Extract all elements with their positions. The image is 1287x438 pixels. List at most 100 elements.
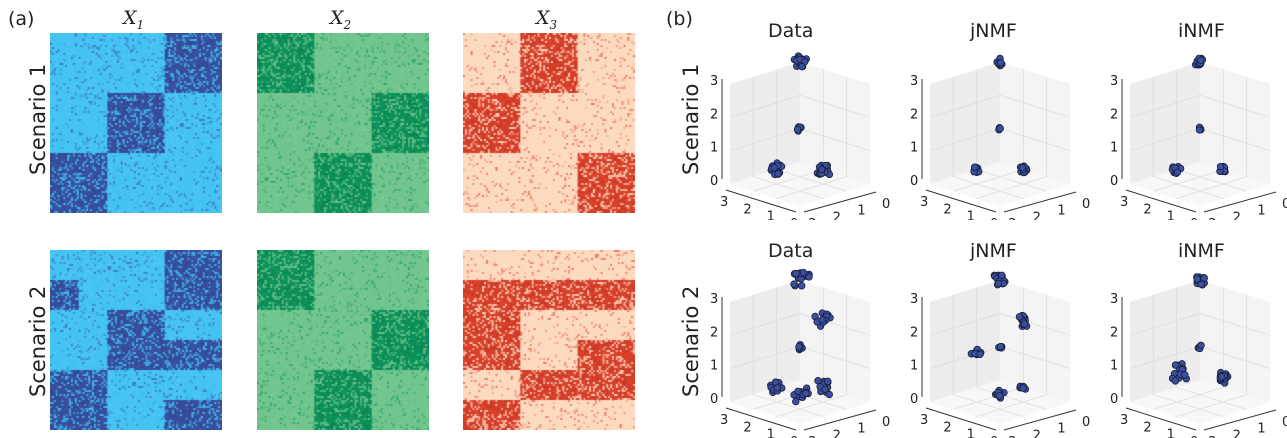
x-tick-label: 0 — [1282, 197, 1287, 212]
x-tick-label: 3 — [808, 217, 816, 220]
z-tick-label: 1 — [710, 359, 718, 374]
y-tick-label: 1 — [1167, 428, 1175, 438]
x-tick-label: 0 — [1082, 197, 1090, 212]
scatter3d-data-scenario-1: 012332103210 — [710, 52, 890, 220]
z-tick-label: 3 — [1110, 292, 1118, 307]
gridline — [929, 312, 1001, 336]
y-tick-label: 3 — [720, 413, 728, 428]
y-tick-label: 3 — [920, 195, 928, 210]
y-tick-label: 3 — [1120, 413, 1128, 428]
z-tick-label: 1 — [1110, 141, 1118, 156]
gridline — [776, 394, 847, 418]
gridline — [1199, 128, 1271, 152]
pane-floor — [930, 162, 1070, 206]
gridline — [953, 386, 1024, 410]
x-tick-label: 1 — [857, 422, 865, 437]
pane-right — [1000, 280, 1070, 402]
data-point — [794, 387, 802, 396]
gridline — [1176, 168, 1247, 192]
heatmap-x2-scenario-2 — [257, 250, 429, 430]
z-tick-label: 1 — [910, 359, 918, 374]
gridline — [1199, 312, 1271, 336]
row-label-scenario-2-b: Scenario 2 — [679, 285, 703, 397]
data-point — [790, 280, 798, 288]
y-axis — [925, 189, 997, 213]
z-tick-label: 3 — [1110, 74, 1118, 89]
data-point — [1173, 168, 1182, 176]
gridline — [999, 128, 1071, 152]
scatter-title-inmf-2: iNMF — [1178, 240, 1225, 262]
data-point — [1193, 275, 1201, 283]
x-tick-label: 2 — [833, 428, 841, 438]
heatmap-x1-scenario-1 — [50, 33, 222, 213]
scatter-title-jnmf-2: jNMF — [970, 240, 1017, 262]
data-point — [824, 377, 832, 386]
matrix-title-x3: X3 — [536, 7, 558, 32]
y-tick-label: 2 — [1143, 202, 1151, 217]
z-tick-label: 3 — [910, 74, 918, 89]
x-axis — [803, 409, 877, 431]
data-point — [792, 397, 800, 406]
x-axis — [803, 191, 877, 213]
x-tick-label: 0 — [1282, 415, 1287, 430]
gridline — [1176, 394, 1247, 418]
z-tick-label: 2 — [710, 107, 718, 122]
y-tick-label: 3 — [720, 195, 728, 210]
gridline — [999, 346, 1071, 370]
y-axis — [1125, 407, 1197, 431]
data-point — [976, 350, 984, 358]
z-tick-label: 2 — [710, 325, 718, 340]
panel-b-label: (b) — [666, 8, 693, 30]
y-tick-label: 1 — [767, 210, 775, 220]
gridline — [799, 346, 871, 370]
gridline — [953, 394, 1024, 418]
data-point — [1171, 361, 1180, 369]
pane-left — [1130, 62, 1200, 184]
pane-floor — [1130, 162, 1270, 206]
z-tick-label: 2 — [1110, 107, 1118, 122]
z-tick-label: 3 — [710, 292, 718, 307]
x-tick-label: 0 — [882, 415, 890, 430]
gridline — [999, 94, 1071, 118]
y-tick-label: 2 — [743, 420, 751, 435]
data-point — [996, 342, 1005, 351]
gridline — [976, 168, 1047, 192]
z-tick-label: 3 — [710, 74, 718, 89]
y-tick-label: 1 — [967, 428, 975, 438]
y-axis — [1125, 189, 1197, 213]
data-point — [821, 385, 829, 394]
gridline — [976, 394, 1047, 418]
z-tick-label: 1 — [710, 141, 718, 156]
pane-left — [730, 62, 800, 184]
gridline — [1153, 394, 1224, 418]
pane-floor — [730, 162, 870, 206]
y-tick-label: 2 — [743, 202, 751, 217]
data-point — [998, 271, 1006, 280]
row-label-scenario-1-a: Scenario 1 — [26, 63, 50, 175]
x-tick-label: 3 — [1008, 217, 1016, 220]
z-tick-label: 0 — [1110, 392, 1118, 407]
gridline — [776, 386, 847, 410]
data-point — [1216, 162, 1225, 171]
data-point — [997, 59, 1005, 67]
y-axis — [725, 407, 797, 431]
x-tick-label: 2 — [1033, 428, 1041, 438]
data-point — [818, 316, 827, 324]
data-point — [770, 163, 778, 172]
gridline — [1199, 346, 1271, 370]
scatter3d-inmf-scenario-1: 012332103210 — [1110, 54, 1287, 220]
y-tick-label: 2 — [943, 420, 951, 435]
data-point — [1197, 56, 1205, 65]
y-tick-label: 3 — [920, 413, 928, 428]
gridline — [1153, 168, 1224, 192]
gridline — [929, 128, 1001, 152]
y-tick-label: 2 — [1143, 420, 1151, 435]
gridline — [753, 394, 824, 418]
data-point — [1019, 384, 1027, 392]
gridline — [1176, 386, 1247, 410]
z-tick-label: 2 — [1110, 325, 1118, 340]
data-point — [1195, 126, 1204, 134]
data-point — [1020, 320, 1029, 328]
x-tick-label: 1 — [1057, 204, 1065, 219]
pane-right — [1000, 62, 1070, 184]
